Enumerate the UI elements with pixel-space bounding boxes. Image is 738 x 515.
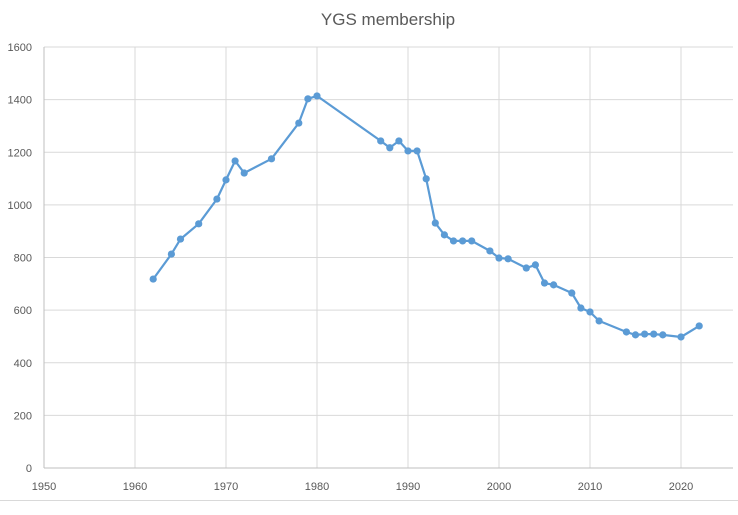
y-tick-label: 200 bbox=[14, 410, 32, 422]
x-axis-ticks: 1950 1960 1970 1980 1990 2000 2010 2020 bbox=[32, 481, 693, 493]
data-point-marker bbox=[531, 261, 540, 269]
data-point-marker bbox=[677, 333, 685, 341]
y-tick-label: 1000 bbox=[8, 200, 32, 212]
data-point-marker bbox=[522, 264, 530, 272]
y-tick-label: 400 bbox=[14, 358, 32, 370]
x-tick-label: 2020 bbox=[669, 481, 693, 493]
data-point-marker bbox=[641, 330, 649, 338]
y-axis-ticks: 0 200 400 600 800 1000 1200 1400 1600 bbox=[8, 42, 32, 475]
data-point-marker bbox=[404, 147, 412, 155]
y-tick-label: 1200 bbox=[8, 147, 32, 159]
data-point-marker bbox=[422, 175, 430, 183]
y-tick-label: 600 bbox=[14, 305, 32, 317]
data-point-marker bbox=[313, 92, 321, 100]
data-point-marker bbox=[459, 237, 467, 245]
data-point-marker bbox=[395, 137, 403, 145]
data-point-marker bbox=[659, 331, 667, 339]
data-point-marker bbox=[568, 289, 576, 297]
series-line bbox=[152, 94, 700, 339]
data-point-marker bbox=[486, 247, 494, 255]
y-tick-label: 800 bbox=[14, 253, 32, 265]
data-point-marker bbox=[377, 137, 385, 145]
data-point-marker bbox=[304, 95, 312, 103]
data-point-marker bbox=[213, 195, 221, 203]
data-series bbox=[149, 92, 703, 341]
data-point-marker bbox=[240, 169, 248, 177]
data-point-marker bbox=[440, 231, 448, 239]
data-point-marker bbox=[540, 279, 549, 287]
data-point-marker bbox=[468, 237, 476, 245]
data-point-marker bbox=[231, 157, 239, 165]
data-point-marker bbox=[167, 250, 175, 258]
data-point-marker bbox=[413, 147, 421, 155]
x-tick-label: 1980 bbox=[305, 481, 329, 493]
data-point-marker bbox=[695, 322, 703, 330]
data-point-marker bbox=[631, 331, 640, 339]
data-point-marker bbox=[550, 281, 558, 289]
chart-title: YGS membership bbox=[321, 10, 455, 29]
data-point-marker bbox=[650, 330, 658, 338]
data-point-marker bbox=[504, 255, 512, 263]
data-point-marker bbox=[595, 317, 603, 325]
data-point-marker bbox=[176, 235, 185, 243]
data-point-marker bbox=[295, 119, 303, 127]
data-point-marker bbox=[622, 328, 631, 336]
data-point-marker bbox=[495, 254, 503, 262]
y-tick-label: 1600 bbox=[8, 42, 32, 54]
x-tick-label: 1970 bbox=[214, 481, 238, 493]
data-point-marker bbox=[267, 155, 276, 163]
axes bbox=[43, 47, 733, 469]
x-tick-label: 1990 bbox=[396, 481, 420, 493]
data-point-marker bbox=[577, 304, 585, 312]
data-point-marker bbox=[386, 144, 394, 152]
x-tick-label: 1960 bbox=[123, 481, 147, 493]
y-tick-label: 1400 bbox=[8, 95, 32, 107]
gridlines bbox=[44, 46, 733, 468]
data-point-marker bbox=[586, 308, 594, 316]
bottom-divider bbox=[0, 500, 738, 501]
data-point-marker bbox=[222, 176, 230, 184]
data-point-marker bbox=[431, 219, 439, 227]
data-point-marker bbox=[195, 220, 203, 228]
x-tick-label: 2000 bbox=[487, 481, 511, 493]
x-tick-label: 2010 bbox=[578, 481, 602, 493]
data-point-marker bbox=[449, 237, 458, 245]
data-point-marker bbox=[149, 275, 157, 283]
y-tick-label: 0 bbox=[26, 463, 32, 475]
x-tick-label: 1950 bbox=[32, 481, 56, 493]
